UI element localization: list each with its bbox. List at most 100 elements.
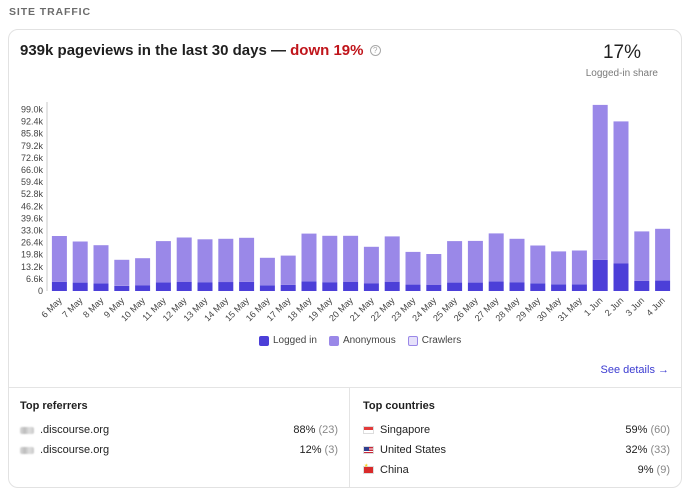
bar-logged-in[interactable] — [592, 259, 608, 291]
country-count: (9) — [656, 464, 670, 476]
country-row[interactable]: United States 32% (33) — [363, 440, 670, 460]
bar-anonymous[interactable] — [509, 238, 525, 283]
y-tick-label: 13.2k — [21, 262, 44, 272]
bar-anonymous[interactable] — [363, 246, 379, 284]
bar-anonymous[interactable] — [655, 228, 671, 281]
x-tick-label: 1 Jun — [582, 295, 605, 318]
bar-logged-in[interactable] — [176, 282, 192, 291]
bar-anonymous[interactable] — [114, 259, 130, 286]
y-tick-label: 46.2k — [21, 201, 44, 211]
referrer-count: (23) — [318, 424, 338, 436]
referrer-row[interactable]: .discourse.org 88% (23) — [20, 420, 338, 440]
y-tick-label: 79.2k — [21, 141, 44, 151]
country-count: (33) — [650, 444, 670, 456]
y-tick-label: 72.6k — [21, 153, 44, 163]
bar-anonymous[interactable] — [301, 233, 317, 282]
bar-anonymous[interactable] — [93, 245, 109, 284]
legend-swatch-anonymous — [328, 335, 339, 346]
bar-anonymous[interactable] — [218, 238, 234, 283]
bar-logged-in[interactable] — [488, 281, 504, 292]
bar-anonymous[interactable] — [155, 241, 171, 283]
bar-logged-in[interactable] — [634, 280, 650, 291]
referrer-row[interactable]: .discourse.org 12% (3) — [20, 440, 338, 460]
legend-swatch-logged-in — [259, 335, 269, 346]
bar-anonymous[interactable] — [571, 250, 587, 285]
bar-anonymous[interactable] — [280, 255, 296, 285]
bar-anonymous[interactable] — [551, 251, 567, 285]
bar-logged-in[interactable] — [280, 284, 296, 291]
bar-anonymous[interactable] — [72, 241, 88, 283]
bar-anonymous[interactable] — [176, 237, 192, 283]
bar-logged-in[interactable] — [343, 282, 359, 291]
bar-anonymous[interactable] — [384, 236, 400, 282]
bar-anonymous[interactable] — [239, 237, 255, 282]
see-details-link[interactable]: See details → — [600, 364, 669, 376]
bar-anonymous[interactable] — [488, 233, 504, 282]
bar-logged-in[interactable] — [363, 283, 379, 292]
bar-logged-in[interactable] — [259, 285, 275, 291]
bar-logged-in[interactable] — [135, 285, 151, 292]
bar-anonymous[interactable] — [135, 258, 151, 286]
referrer-percent: 88% — [293, 424, 316, 436]
bar-logged-in[interactable] — [51, 281, 67, 291]
legend-label-anonymous: Anonymous — [342, 335, 396, 346]
bar-anonymous[interactable] — [426, 254, 442, 285]
bar-anonymous[interactable] — [467, 240, 483, 283]
bar-anonymous[interactable] — [343, 235, 359, 282]
bar-anonymous[interactable] — [405, 251, 421, 285]
bar-anonymous[interactable] — [613, 121, 629, 264]
bar-logged-in[interactable] — [509, 282, 525, 291]
bar-anonymous[interactable] — [634, 231, 650, 281]
country-row[interactable]: Singapore 59% (60) — [363, 420, 670, 440]
bar-logged-in[interactable] — [551, 284, 567, 291]
bar-anonymous[interactable] — [322, 235, 338, 283]
china-flag-icon — [363, 463, 374, 474]
bar-logged-in[interactable] — [114, 285, 130, 291]
y-tick-label: 92.4k — [21, 117, 44, 127]
x-tick-label: 7 May — [60, 295, 85, 320]
bar-anonymous[interactable] — [592, 104, 608, 260]
legend-item-logged-in[interactable]: Logged in — [259, 335, 317, 346]
info-icon[interactable]: ? — [369, 45, 381, 56]
x-tick-label: 4 Jun — [644, 295, 667, 318]
pageviews-headline: 939k pageviews in the last 30 days — dow… — [20, 42, 381, 59]
y-tick-label: 99.0k — [21, 105, 44, 115]
redacted-subdomain — [20, 426, 34, 434]
bar-logged-in[interactable] — [197, 282, 213, 291]
bar-anonymous[interactable] — [447, 241, 463, 283]
bar-logged-in[interactable] — [655, 280, 671, 291]
bar-logged-in[interactable] — [613, 263, 629, 292]
legend-item-crawlers[interactable]: Crawlers — [407, 335, 461, 346]
legend-swatch-crawlers — [407, 335, 418, 346]
bar-logged-in[interactable] — [405, 284, 421, 291]
bar-anonymous[interactable] — [51, 236, 67, 282]
bar-logged-in[interactable] — [301, 281, 317, 291]
x-tick-label: 6 May — [39, 295, 64, 320]
bar-logged-in[interactable] — [530, 283, 546, 291]
bar-logged-in[interactable] — [426, 284, 442, 291]
bar-logged-in[interactable] — [322, 282, 338, 291]
chart-legend: Logged in Anonymous Crawlers — [259, 335, 461, 346]
bar-logged-in[interactable] — [447, 282, 463, 291]
bar-logged-in[interactable] — [93, 283, 109, 291]
bar-anonymous[interactable] — [259, 257, 275, 286]
headline-text: 939k pageviews in the last 30 days — — [20, 42, 291, 59]
bar-logged-in[interactable] — [467, 282, 483, 291]
y-tick-label: 19.8k — [21, 250, 44, 260]
bar-anonymous[interactable] — [197, 239, 213, 283]
legend-item-anonymous[interactable]: Anonymous — [328, 335, 396, 346]
country-row[interactable]: China 9% (9) — [363, 460, 670, 480]
bar-logged-in[interactable] — [384, 281, 400, 291]
bar-logged-in[interactable] — [155, 282, 171, 291]
bar-logged-in[interactable] — [72, 282, 88, 291]
bar-logged-in[interactable] — [218, 282, 234, 291]
top-referrers-title: Top referrers — [20, 400, 88, 412]
bar-logged-in[interactable] — [571, 284, 587, 291]
country-percent: 32% — [625, 444, 648, 456]
country-percent: 9% — [637, 464, 654, 476]
bar-logged-in[interactable] — [239, 281, 255, 291]
x-tick-label: 31 May — [556, 295, 584, 323]
top-countries-title: Top countries — [363, 400, 435, 412]
legend-label-logged-in: Logged in — [273, 335, 317, 346]
bar-anonymous[interactable] — [530, 245, 546, 284]
